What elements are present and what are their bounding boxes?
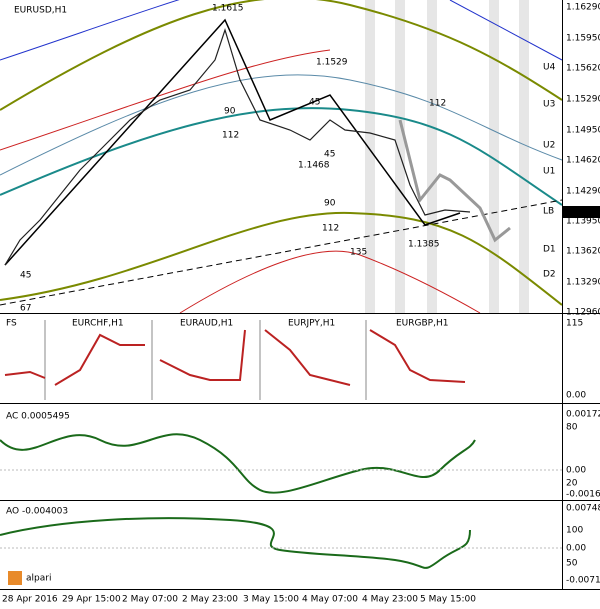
price-label: 1.13950 <box>566 217 600 227</box>
price-label: 1.16290 <box>566 3 600 13</box>
level-label: D1 <box>543 245 556 255</box>
annotation: 1.1385 <box>408 240 440 250</box>
level-label: U2 <box>543 141 555 151</box>
axis-label: 0.00748 <box>566 504 600 514</box>
time-label: 29 Apr 15:00 <box>62 595 121 605</box>
panel-symbol: EURAUD,H1 <box>180 319 233 329</box>
annotation: 1.1468 <box>298 161 330 171</box>
axis-label: 0.001720 <box>566 410 600 420</box>
axis-label: 80 <box>566 423 578 433</box>
annotation: 45 <box>324 150 335 160</box>
panel-title: AO -0.004003 <box>6 507 68 517</box>
panel-symbol: EURGBP,H1 <box>396 319 448 329</box>
axis-label: 115 <box>566 319 583 329</box>
axis-label: -0.007139 <box>566 576 600 586</box>
level-label: U4 <box>543 63 556 73</box>
time-label: 3 May 15:00 <box>243 595 299 605</box>
price-label: 1.14290 <box>566 187 600 197</box>
price-label: 1.15290 <box>566 95 600 105</box>
panel-symbol: EURCHF,H1 <box>72 319 124 329</box>
annotation: 67 <box>20 304 31 314</box>
level-label: D2 <box>543 270 556 280</box>
axis-label: 0.00 <box>566 466 586 476</box>
panel-title: AC 0.0005495 <box>6 412 70 422</box>
time-label: 28 Apr 2016 <box>2 595 58 605</box>
time-label: 4 May 23:00 <box>362 595 418 605</box>
price-label: 1.14950 <box>566 126 600 136</box>
annotation: 45 <box>309 98 320 108</box>
panel-symbol: EURJPY,H1 <box>288 319 335 329</box>
time-label: 4 May 07:00 <box>302 595 358 605</box>
axis-label: 0.00 <box>566 391 586 401</box>
annotation: 112 <box>429 99 446 109</box>
axis-label: 50 <box>566 559 578 569</box>
price-label: 1.15950 <box>566 34 600 44</box>
time-label: 5 May 15:00 <box>420 595 476 605</box>
annotation: 1.1615 <box>212 4 244 14</box>
level-label: U1 <box>543 167 555 177</box>
axis-label: 20 <box>566 479 578 489</box>
price-label: 1.14620 <box>566 156 600 166</box>
axis-label: 0.00 <box>566 544 586 554</box>
level-label: LB <box>543 207 554 217</box>
annotation: 1.1529 <box>316 58 348 68</box>
panel-title: FS <box>6 319 17 329</box>
price-label: 1.13290 <box>566 278 600 288</box>
annotation: 112 <box>222 131 239 141</box>
axis-label: 100 <box>566 526 583 536</box>
current-price: 1.14037 <box>565 208 600 218</box>
logo: alpari <box>26 574 51 584</box>
price-label: 1.15620 <box>566 64 600 74</box>
axis-label: -0.001685 <box>566 490 600 500</box>
time-label: 2 May 23:00 <box>182 595 238 605</box>
price-label: 1.13620 <box>566 247 600 257</box>
annotation: 90 <box>224 107 236 117</box>
annotation: 90 <box>324 199 336 209</box>
symbol-label: EURUSD,H1 <box>14 6 67 16</box>
price-label: 1.12960 <box>566 308 600 318</box>
annotation: 135 <box>350 248 367 258</box>
annotation: 45 <box>20 271 31 281</box>
level-label: U3 <box>543 100 555 110</box>
time-label: 2 May 07:00 <box>122 595 178 605</box>
chart-decoration <box>0 0 600 590</box>
annotation: 112 <box>322 224 339 234</box>
